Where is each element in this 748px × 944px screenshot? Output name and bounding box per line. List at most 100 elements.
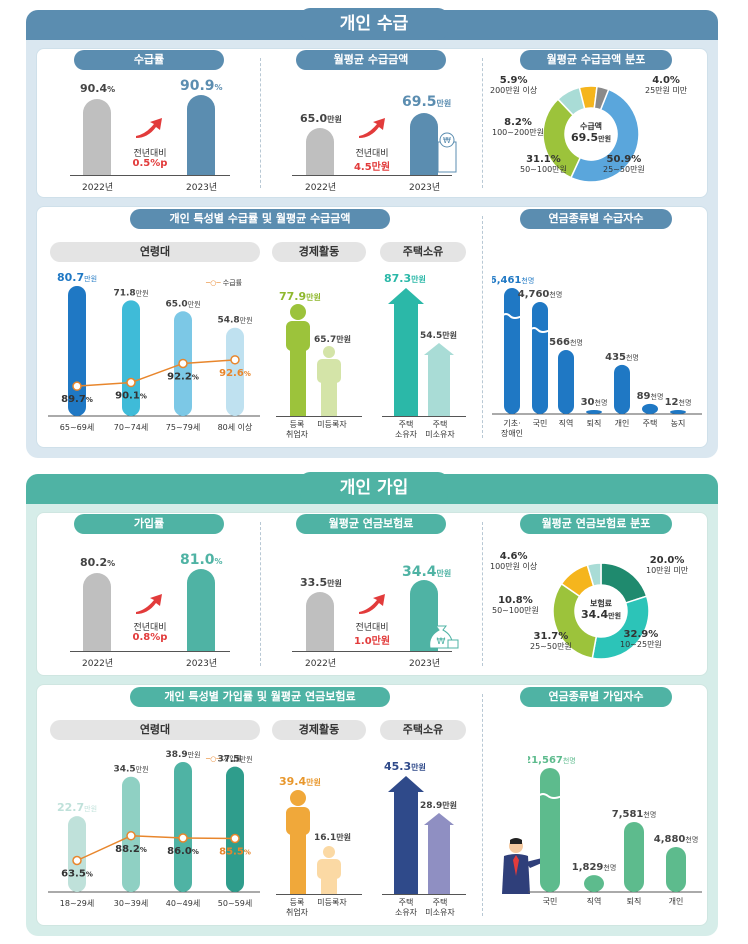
econ-employed-label: 등록 취업자 xyxy=(285,420,309,439)
person-employed-icon xyxy=(286,304,310,416)
rate-pill: 수급률 xyxy=(74,50,224,70)
donut-hole xyxy=(566,109,616,159)
join-rate-2022-value: 80.2% xyxy=(80,556,116,569)
donut-center: 보험료 34.4만원 xyxy=(576,598,626,622)
econ-unregistered-label: 미등록자 xyxy=(317,420,347,429)
type-bar xyxy=(540,768,560,892)
rate-point xyxy=(126,831,136,841)
char-pill: 개인 특성별 수급률 및 월평균 수급금액 xyxy=(130,209,390,229)
house-owner-label: 주택 소유자 xyxy=(394,898,418,917)
rate-label: 92.2% xyxy=(167,371,199,382)
house-nonowner-icon xyxy=(424,343,454,416)
amount-2023-bar xyxy=(410,113,438,175)
donut-center-label: 수급액 xyxy=(579,122,603,131)
join-char-pill: 개인 특성별 가입률 및 월평균 연금보험료 xyxy=(130,687,390,707)
donut-slice xyxy=(586,562,602,588)
donut-slice xyxy=(569,88,640,183)
join-amount-2022-bar xyxy=(306,592,334,651)
type-category-label: 장애인 xyxy=(501,428,523,438)
increase-arrow-icon xyxy=(136,594,162,614)
rate-2022-value: 90.4% xyxy=(80,82,116,95)
type-bar xyxy=(670,410,686,414)
house-owner-icon xyxy=(388,288,424,416)
join-age-chart: 22.7만원 18~29세 34.5만원 30~39세 38.9만원 40~49세 37.5… xyxy=(48,750,260,908)
econ-pill: 경제활동 xyxy=(272,720,366,740)
rate-line xyxy=(76,835,236,862)
donut-center-label: 보험료 xyxy=(589,599,613,608)
join-amount-2023-value: 34.4만원 xyxy=(402,564,452,580)
donut-slice xyxy=(593,85,610,111)
rate-label: 89.7% xyxy=(61,394,93,405)
econ-employed-value: 39.4만원 xyxy=(279,775,321,788)
dist-pill: 월평균 수급금액 분포 xyxy=(520,50,672,70)
slice-label-3: 8.2% 100~200만원 xyxy=(492,117,544,138)
rate-point xyxy=(72,381,82,391)
age-bar-value: 54.8만원 xyxy=(217,316,252,326)
type-bar-value: 12천명 xyxy=(665,397,692,408)
type-category-label: 농지 xyxy=(671,419,686,428)
slice-label-3: 31.7% 25~50만원 xyxy=(530,631,572,652)
join-types-pill: 연금종류별 가입자수 xyxy=(520,687,672,707)
slice-label-2: 31.1% 50~100만원 xyxy=(520,154,567,175)
x-label-2022: 2022년 xyxy=(82,183,114,193)
age-category-label: 80세 이상 xyxy=(218,422,253,432)
x-label-2023: 2023년 xyxy=(409,183,441,193)
amount-2022-value: 65.0만원 xyxy=(300,112,342,125)
age-bar xyxy=(174,762,192,892)
rate-point xyxy=(230,355,240,365)
house-nonowner-value: 28.9만원 xyxy=(420,801,457,811)
age-bar xyxy=(68,286,86,416)
divider xyxy=(482,694,483,916)
type-category-label: 개인 xyxy=(615,418,630,428)
axis-break-mark xyxy=(529,327,551,333)
donut-slice xyxy=(591,595,650,660)
donut-slice xyxy=(542,98,582,179)
house-nonowner-value: 54.5만원 xyxy=(420,331,457,341)
type-category-label: 직역 xyxy=(559,418,574,428)
type-category-label: 퇴직 xyxy=(627,896,642,906)
house-owner-value: 45.3만원 xyxy=(384,760,426,773)
rate-label: 92.6% xyxy=(219,368,251,379)
rate-label: 86.0% xyxy=(167,846,199,857)
type-category-label: 국민 xyxy=(533,418,548,428)
age-bar xyxy=(122,300,140,416)
age-bar xyxy=(68,816,86,892)
age-category-label: 30~39세 xyxy=(114,899,148,908)
slice-label-5: 4.0% 25만원 미만 xyxy=(645,75,688,96)
type-bar-value: 1,829천명 xyxy=(572,862,617,873)
join-amount-change-label: 전년대비 xyxy=(355,623,389,633)
receive-title: 개인 수급 xyxy=(300,8,448,40)
divider xyxy=(482,58,483,188)
type-bar xyxy=(504,288,520,414)
increase-arrow-icon xyxy=(359,594,385,614)
age-bar-value: 37.5만원 xyxy=(217,755,252,765)
x-label-2023: 2023년 xyxy=(409,659,441,669)
x-axis-line xyxy=(276,894,362,895)
rate-legend: ─○─ 수급률 xyxy=(206,279,243,287)
receive-age-chart: 80.7만원 65~69세 71.8만원 70~74세 65.0만원 75~79세 54.8… xyxy=(48,271,260,432)
type-bar xyxy=(584,875,604,892)
join-rate-2022-bar xyxy=(83,573,111,651)
rate-2022-bar xyxy=(83,99,111,175)
join-amount-change-value: 1.0만원 xyxy=(353,636,391,647)
join-title: 개인 가입 xyxy=(300,472,448,504)
type-bar xyxy=(642,403,658,414)
age-category-label: 50~59세 xyxy=(218,899,252,908)
rate-2023-bar xyxy=(187,95,215,175)
x-axis-line xyxy=(70,175,230,176)
join-dist-pill: 월평균 연금보험료 분포 xyxy=(520,514,672,534)
type-bar xyxy=(614,364,630,414)
amount-change-label: 전년대비 xyxy=(355,149,389,159)
age-bar-value: 80.7만원 xyxy=(57,271,97,284)
age-pill: 연령대 xyxy=(50,242,260,262)
divider xyxy=(482,522,483,666)
type-bar xyxy=(532,302,548,414)
join-dist-donut xyxy=(552,562,650,660)
type-bar-value: 89천명 xyxy=(637,391,664,402)
rate-point xyxy=(178,358,188,369)
x-label-2023: 2023년 xyxy=(186,183,218,193)
type-category-label: 직역 xyxy=(587,896,602,906)
type-bar-value: 7,581천명 xyxy=(612,809,657,820)
join-rate-pill: 가입률 xyxy=(74,514,224,534)
